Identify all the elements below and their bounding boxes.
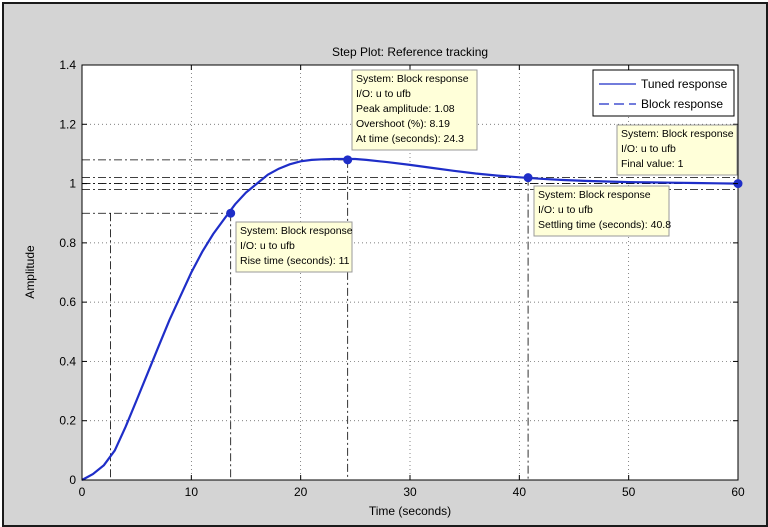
datatip-rise-line-3: Rise time (seconds): 11 <box>240 255 350 267</box>
characteristic-marker <box>226 208 236 218</box>
y-axis-label: Amplitude <box>23 245 37 299</box>
datatip-peak-box <box>351 69 478 151</box>
x-tick-label: 50 <box>622 485 636 499</box>
series-line-block-response <box>81 158 739 481</box>
legend-label-block: Block response <box>641 97 723 111</box>
y-tick-label: 1.2 <box>59 117 76 131</box>
datatip-peak-line-4: Overshoot (%): 8.19 <box>356 118 450 130</box>
axis-ticks: 0 10 20 30 40 50 60 0 0.2 0.4 0.6 0.8 1 1.2 1.4 <box>59 58 745 499</box>
datatip-settling-line-3: Settling time (seconds): 40.8 <box>538 219 671 231</box>
datatip-peak-response[interactable]: System: Block response I/O: u to ufb Pea… <box>351 69 478 151</box>
y-tick-label: 0.8 <box>59 236 76 250</box>
datatip-final-line-3: Final value: 1 <box>621 158 684 170</box>
datatip-peak-line-1: System: Block response <box>356 73 469 85</box>
y-tick-label: 0 <box>69 473 76 487</box>
y-tick-label: 1.4 <box>59 58 76 72</box>
datatip-settling-box <box>533 185 670 237</box>
y-tick-label: 1 <box>69 177 76 191</box>
legend-box <box>592 69 735 117</box>
datatip-rise-box <box>235 221 353 273</box>
step-plot: 0 10 20 30 40 50 60 0 0.2 0.4 0.6 0.8 1 1.2 1.4 Step P… <box>23 45 745 518</box>
y-tick-label: 0.2 <box>59 414 76 428</box>
x-tick-label: 60 <box>731 485 745 499</box>
datatip-final-box <box>616 124 738 176</box>
x-tick-label: 0 <box>79 485 86 499</box>
datatip-settling-line-2: I/O: u to ufb <box>538 204 593 216</box>
x-axis-label: Time (seconds) <box>369 504 451 518</box>
datatip-rise-line-1: System: Block response <box>240 225 353 237</box>
series-lines <box>81 157 739 481</box>
x-tick-label: 20 <box>294 485 308 499</box>
datatip-final-line-1: System: Block response <box>621 128 734 140</box>
x-tick-label: 40 <box>513 485 527 499</box>
legend[interactable]: Tuned response Block response <box>592 69 735 117</box>
datatip-peak-line-3: Peak amplitude: 1.08 <box>356 103 455 115</box>
datatip-final-value[interactable]: System: Block response I/O: u to ufb Fin… <box>616 124 738 176</box>
characteristic-marker <box>523 173 533 183</box>
datatip-final-line-2: I/O: u to ufb <box>621 143 676 155</box>
datatip-peak-line-5: At time (seconds): 24.3 <box>356 133 464 145</box>
chart-title: Step Plot: Reference tracking <box>332 45 488 59</box>
x-tick-label: 10 <box>185 485 199 499</box>
characteristic-marker <box>343 155 353 165</box>
x-tick-label: 30 <box>403 485 417 499</box>
datatip-peak-line-2: I/O: u to ufb <box>356 88 411 100</box>
datatip-settling-line-1: System: Block response <box>538 189 651 201</box>
y-tick-label: 0.4 <box>59 354 76 368</box>
datatip-settling-time[interactable]: System: Block response I/O: u to ufb Set… <box>533 185 671 237</box>
datatip-rise-time[interactable]: System: Block response I/O: u to ufb Ris… <box>235 221 353 273</box>
y-tick-label: 0.6 <box>59 295 76 309</box>
legend-label-tuned: Tuned response <box>641 77 728 91</box>
datatip-rise-line-2: I/O: u to ufb <box>240 240 295 252</box>
